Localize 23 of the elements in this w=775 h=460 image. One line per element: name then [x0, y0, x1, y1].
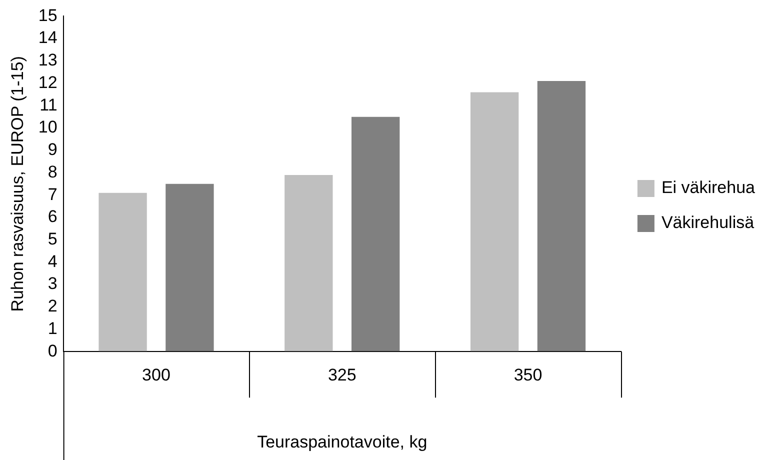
- x-tick-label: 350: [514, 365, 542, 384]
- y-tick-label: 0: [48, 341, 58, 360]
- x-axis-title: Teuraspainotavoite, kg: [257, 432, 428, 452]
- y-tick-label: 11: [40, 95, 58, 114]
- y-tick-label: 8: [48, 162, 58, 182]
- y-tick-label: 6: [48, 207, 58, 226]
- y-tick-label: 7: [48, 184, 58, 204]
- y-tick-label: 12: [38, 72, 58, 92]
- y-tick-label: 1: [48, 318, 58, 338]
- y-tick-label: 3: [48, 274, 58, 294]
- x-tick-label: 325: [328, 365, 356, 384]
- y-tick-label: 4: [48, 252, 58, 271]
- y-tick-label: 14: [38, 28, 58, 48]
- legend-label: Väkirehulisä: [661, 213, 755, 232]
- y-tick-label: 2: [48, 296, 58, 316]
- y-tick-label: 15: [38, 6, 58, 25]
- y-tick-label: 5: [48, 229, 58, 248]
- x-tick-label: 300: [142, 365, 170, 384]
- y-tick-label: 9: [48, 140, 58, 160]
- y-axis-title: Ruhon rasvaisuus, EUROP (1-15): [8, 56, 27, 312]
- legend-label: Ei väkirehua: [661, 178, 756, 198]
- y-tick-label: 13: [38, 50, 58, 70]
- y-tick-label: 10: [38, 118, 58, 137]
